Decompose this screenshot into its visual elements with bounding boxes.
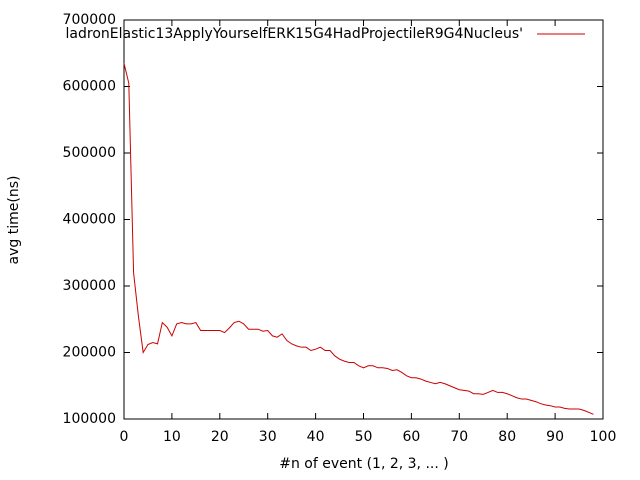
- legend-label: ladronElastic13ApplyYourselfERK15G4HadPr…: [66, 26, 523, 42]
- y-axis-label: avg time(ns): [6, 176, 22, 265]
- x-tick-label: 50: [355, 429, 373, 445]
- x-tick-label: 100: [590, 429, 617, 445]
- x-tick-label: 80: [498, 429, 516, 445]
- x-tick-label: 90: [546, 429, 564, 445]
- y-tick-label: 100000: [63, 411, 116, 427]
- plot-border: [123, 19, 604, 420]
- y-tick-label: 400000: [63, 212, 116, 228]
- y-tick-label: 700000: [63, 12, 116, 28]
- x-tick-label: 40: [307, 429, 325, 445]
- y-tick-label: 200000: [63, 345, 116, 361]
- x-tick-label: 20: [211, 429, 229, 445]
- x-tick-label: 30: [259, 429, 277, 445]
- x-axis-label: #n of event (1, 2, 3, ... ): [279, 456, 448, 472]
- data-line: [123, 63, 594, 415]
- x-tick-label: 10: [163, 429, 181, 445]
- y-tick-label: 300000: [63, 278, 116, 294]
- x-tick-label: 60: [402, 429, 420, 445]
- y-tick-label: 500000: [63, 145, 116, 161]
- y-tick-label: 600000: [63, 79, 116, 95]
- x-tick-label: 0: [120, 429, 129, 445]
- x-tick-label: 70: [450, 429, 468, 445]
